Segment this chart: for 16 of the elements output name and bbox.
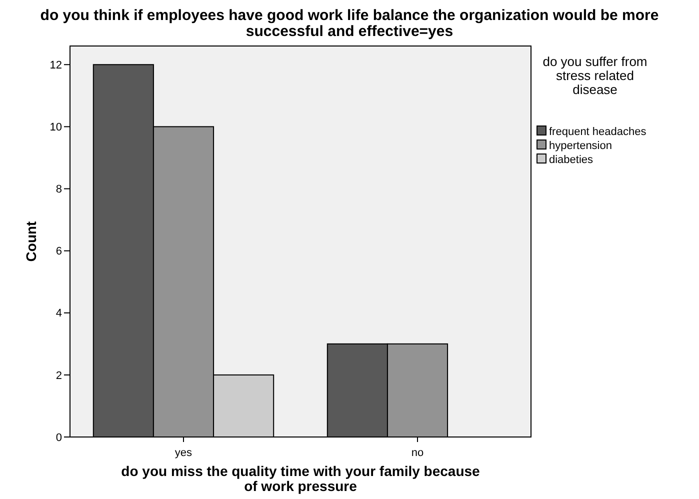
chart-title: do you think if employees have good work life balance the organization would be more successful and effective=yes — [40, 7, 659, 40]
y-tick-label: 4 — [56, 308, 62, 320]
y-tick-label: 6 — [56, 246, 62, 258]
legend-label: diabeties — [549, 154, 594, 166]
legend-label: frequent headaches — [549, 126, 647, 138]
x-tick-label: no — [411, 447, 424, 459]
x-tick-label: yes — [174, 447, 193, 459]
legend-label: hypertension — [549, 140, 612, 152]
y-axis-title: Count — [23, 220, 39, 262]
y-tick-label: 10 — [50, 122, 62, 134]
y-tick-label: 2 — [56, 370, 62, 382]
y-tick-label: 0 — [56, 432, 62, 444]
y-tick-label: 8 — [56, 184, 62, 196]
x-axis-title: do you miss the quality time with your family because of work pressure — [121, 463, 480, 494]
y-tick-label: 12 — [50, 59, 62, 72]
legend-title: do you suffer from stress related disease — [542, 54, 648, 97]
